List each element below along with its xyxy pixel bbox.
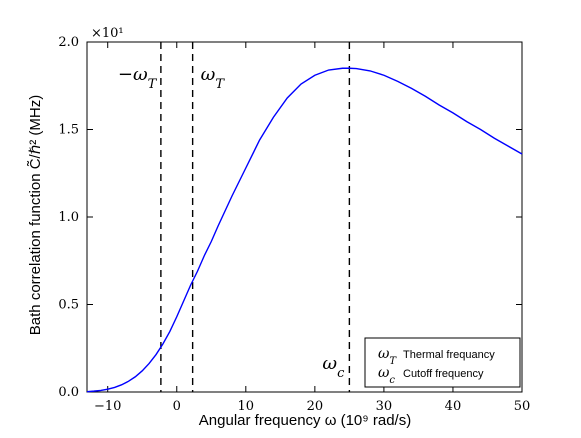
x-tick-label: 50 [514,399,531,414]
series-line [86,67,523,393]
x-tick-label: 40 [445,399,462,414]
x-tick-label: 0 [173,399,181,414]
legend-box [364,337,521,388]
y-axis-ticks: 0.0 0.5 1.0 1.5 2.0 [58,35,522,400]
y-tick-label: 1.5 [58,123,79,138]
legend-symbol: ωc [378,365,395,386]
vertical-reference-lines [160,42,351,392]
y-tick-label: 2.0 [58,35,79,50]
x-tick-label: 10 [238,399,255,414]
legend-label: Cutoff frequency [403,368,484,380]
y-axis-label: Bath correlation function C̃/ℏ² (MHz) [27,95,44,335]
reference-line-label: ωc [322,353,345,381]
legend-symbol: ωT [378,346,397,367]
x-tick-label: 30 [376,399,393,414]
y-tick-label: 0.5 [58,298,79,313]
y-tick-label: 0.0 [58,385,79,400]
x-axis-ticks: −10 0 10 20 30 40 50 [94,42,530,414]
x-axis-label: Angular frequency ω (10⁹ rad/s) [199,412,411,429]
reference-line-label: ωT [201,64,226,92]
y-axis-multiplier: ×10¹ [91,26,124,41]
x-tick-label: 20 [307,399,324,414]
reference-line-label: −ωT [118,64,158,92]
series-layer [86,67,523,393]
legend-label: Thermal frequancy [403,349,495,361]
legend: ωT Thermal frequancy ωc Cutoff frequency [364,337,521,388]
x-tick-label: −10 [94,399,121,414]
annotation-layer: −ωT ωT ωc [118,64,345,381]
legend-items: ωT Thermal frequancy ωc Cutoff frequency [378,346,495,386]
y-tick-label: 1.0 [58,210,79,225]
